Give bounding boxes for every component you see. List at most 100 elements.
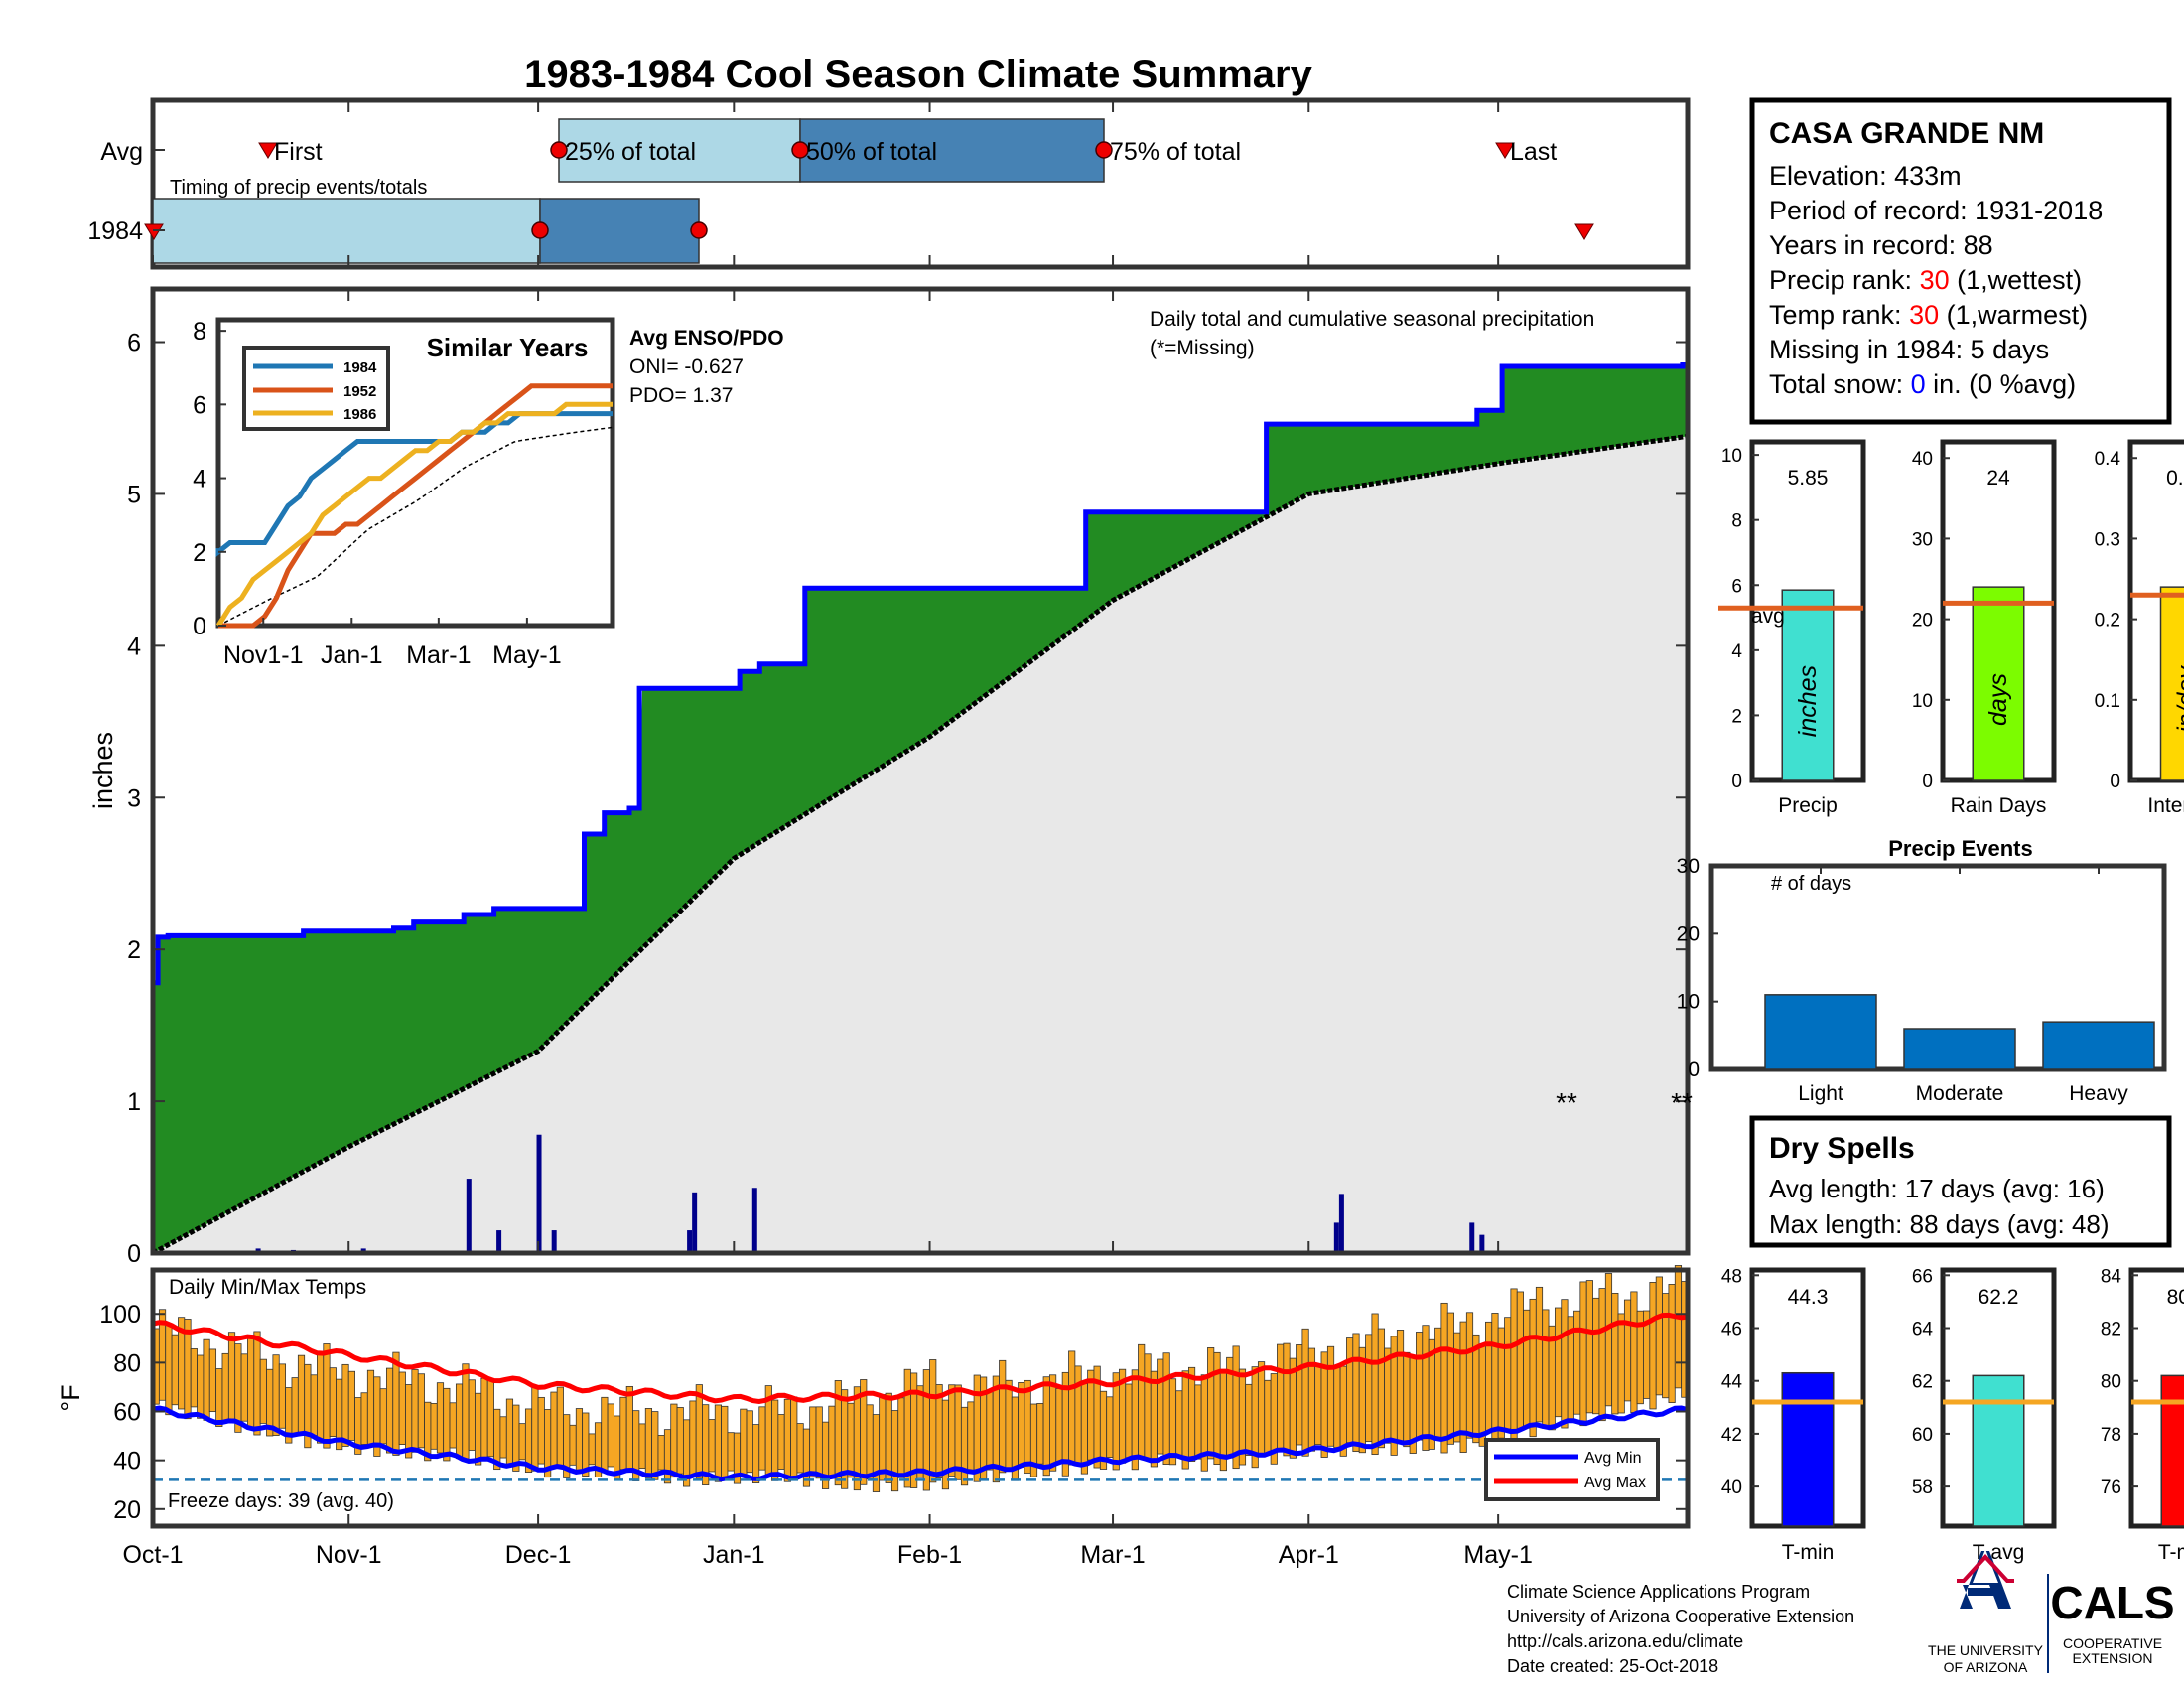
daily-temp-bar: [828, 1405, 836, 1477]
ua-logo-text: OF ARIZONA: [1944, 1659, 2028, 1675]
daily-temp-bar: [1573, 1310, 1581, 1415]
daily-temp-bar: [714, 1404, 722, 1482]
daily-temp-bar: [379, 1388, 387, 1445]
daily-temp-bar: [1365, 1334, 1373, 1443]
daily-temp-bar: [1604, 1273, 1613, 1407]
timing-last-label: Last: [1510, 138, 1557, 166]
daily-temp-bar: [1617, 1313, 1625, 1414]
daily-temp-bar: [1068, 1350, 1076, 1466]
summary-tick-label: 10: [1721, 446, 1742, 467]
daily-temp-bar: [203, 1338, 210, 1421]
y-tick-label: 6: [127, 330, 141, 357]
daily-temp-bar: [531, 1385, 539, 1472]
daily-temp-bar: [310, 1374, 318, 1436]
timing-avg-75-marker: [1095, 141, 1113, 159]
temp-summary-tick-label: 64: [1912, 1320, 1934, 1340]
daily-temp-bar: [796, 1423, 804, 1474]
daily-temp-bar: [569, 1424, 577, 1466]
daily-temp-bar: [1561, 1299, 1569, 1429]
main-legend-title: Daily total and cumulative seasonal prec…: [1150, 308, 1594, 331]
daily-temp-bar: [1579, 1281, 1587, 1427]
inset-y-tick-label: 6: [193, 391, 206, 419]
daily-temp-bar: [1491, 1313, 1499, 1444]
daily-temp-bar: [1611, 1292, 1619, 1415]
daily-temp-bar: [550, 1391, 558, 1469]
daily-temp-bar: [1510, 1288, 1518, 1442]
daily-temp-bar: [1301, 1328, 1309, 1457]
main-precip-panel: 0 1 2 3 4 5 6 inches Daily total and cumulativ…: [88, 286, 1693, 1268]
daily-temp-bar: [740, 1408, 748, 1476]
daily-temp-bar: [1592, 1297, 1600, 1415]
temp-summary-tick-label: 44: [1721, 1372, 1743, 1393]
temp-summary-tick-label: 46: [1721, 1320, 1742, 1340]
daily-temp-bar: [758, 1406, 766, 1471]
daily-temp-bar: [1257, 1361, 1266, 1458]
summary-unit: in/day: [2173, 665, 2184, 733]
daily-temp-bar: [1516, 1291, 1524, 1430]
daily-temp-bar: [505, 1398, 514, 1466]
daily-temp-bar: [1168, 1378, 1177, 1466]
daily-temp-bar: [1138, 1343, 1146, 1458]
daily-temp-bar: [582, 1412, 590, 1477]
daily-temp-bar: [1585, 1280, 1593, 1414]
daily-temp-bar: [272, 1354, 280, 1436]
footer-line: Date created: 25-Oct-2018: [1507, 1656, 1718, 1676]
avg-label: avg: [1751, 605, 1785, 628]
daily-temp-bar: [929, 1359, 937, 1483]
summary-tick-label: 6: [1731, 576, 1742, 597]
timing-1984-50-marker: [690, 221, 708, 239]
footer: Climate Science Applications Program Uni…: [1507, 1549, 2175, 1676]
daily-temp-bar: [1668, 1284, 1676, 1403]
timing-1984-25-50-box: [539, 198, 700, 264]
temp-y-tick-label: 80: [113, 1349, 141, 1377]
timing-row-year-label: 1984: [87, 217, 143, 245]
timing-avg-first-marker: [258, 142, 278, 159]
daily-temp-bar: [227, 1332, 236, 1420]
summary-tick-label: 30: [1912, 529, 1933, 550]
daily-temp-bar: [208, 1348, 217, 1413]
inset-y-tick-label: 8: [193, 318, 206, 346]
similar-years-inset: 0 2 4 6 8 Nov1-1 Jan-1 Mar-1 May-1 Similar Years…: [193, 317, 784, 669]
daily-precip-bar: [692, 1192, 698, 1253]
daily-temp-bar: [443, 1387, 451, 1462]
station-info-box: CASA GRANDE NM Elevation: 433m Period of…: [1749, 97, 2172, 425]
daily-temp-bar: [278, 1363, 287, 1429]
temp-summary-tick-label: 66: [1912, 1266, 1933, 1287]
month-label: Mar-1: [1080, 1541, 1145, 1569]
daily-temp-bar: [360, 1392, 368, 1445]
daily-temp-bar: [1207, 1347, 1215, 1460]
daily-temp-bar: [449, 1402, 457, 1449]
daily-precip-bar: [687, 1230, 693, 1253]
daily-temp-bar: [1245, 1383, 1253, 1456]
daily-temp-bar: [1144, 1353, 1152, 1461]
daily-temp-bar: [398, 1371, 406, 1445]
temp-summary-tick-label: 84: [2101, 1266, 2122, 1287]
daily-temp-bar: [499, 1416, 507, 1459]
daily-temp-bar: [916, 1385, 924, 1478]
temp-y-tick-label: 100: [99, 1301, 141, 1329]
daily-temp-bar: [1384, 1347, 1392, 1444]
daily-temp-bar: [317, 1353, 325, 1444]
missing-marker: **: [1671, 1087, 1693, 1118]
daily-temp-bar: [1181, 1370, 1189, 1470]
temp-summary-label: T-min: [1782, 1541, 1835, 1564]
month-label: Nov-1: [316, 1541, 382, 1569]
inset-legend-item: 1984: [343, 359, 377, 376]
enso-title: Avg ENSO/PDO: [629, 327, 784, 350]
temps-ylabel: °F: [56, 1384, 85, 1411]
event-category-label: Light: [1798, 1082, 1843, 1105]
oni-value: ONI= -0.627: [629, 355, 744, 378]
temp-summary-tick-label: 62: [1912, 1372, 1933, 1393]
daily-precip-bar: [536, 1134, 542, 1253]
events-subtitle: # of days: [1771, 873, 1851, 895]
daily-temp-bar: [1434, 1327, 1442, 1441]
daily-temp-bar: [1542, 1309, 1550, 1429]
station-precip-rank: Precip rank: 30 (1,wettest): [1769, 265, 2082, 295]
timing-avg-last-marker: [1495, 142, 1515, 159]
temp-summary-tick-label: 58: [1912, 1477, 1933, 1498]
daily-temp-bar: [771, 1399, 779, 1481]
precip-event-bar: [2042, 1021, 2155, 1070]
daily-temp-bar: [1465, 1312, 1474, 1439]
precip-event-bar: [1903, 1028, 2016, 1070]
y-tick-label: 5: [127, 481, 141, 508]
